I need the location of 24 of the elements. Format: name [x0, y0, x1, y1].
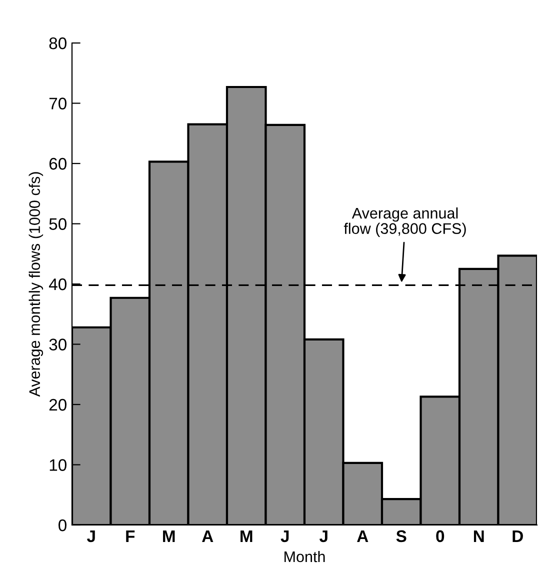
x-tick-label: J	[280, 530, 289, 542]
x-tick-label: D	[512, 530, 523, 542]
y-tick-label: 30	[49, 338, 66, 350]
x-tick-label: J	[86, 530, 95, 542]
y-axis-title: Average monthly flows (1000 cfs)	[28, 172, 44, 397]
y-tick-label: 20	[49, 398, 66, 411]
x-tick-label: J	[319, 530, 328, 542]
x-tick-label: A	[357, 530, 368, 542]
annotation: Average annual flow (39,800 CFS)	[344, 207, 466, 237]
y-tick-label: 70	[49, 98, 66, 110]
y-tick-label: 10	[50, 459, 66, 471]
x-tick-label: M	[240, 530, 252, 542]
x-tick-label: A	[202, 530, 214, 542]
y-tick-label: 0	[58, 519, 66, 532]
x-tick-label: 0	[436, 530, 444, 542]
y-tick-label: 40	[48, 278, 66, 290]
x-tick-label: M	[163, 530, 175, 542]
x-tick-label: N	[474, 530, 484, 542]
y-tick-label: 80	[49, 37, 66, 50]
x-axis-title: Month	[284, 550, 325, 562]
x-tick-label: S	[396, 530, 406, 542]
x-tick-label: F	[126, 530, 135, 542]
y-tick-label: 60	[49, 158, 66, 170]
y-tick-label: 50	[49, 218, 66, 230]
